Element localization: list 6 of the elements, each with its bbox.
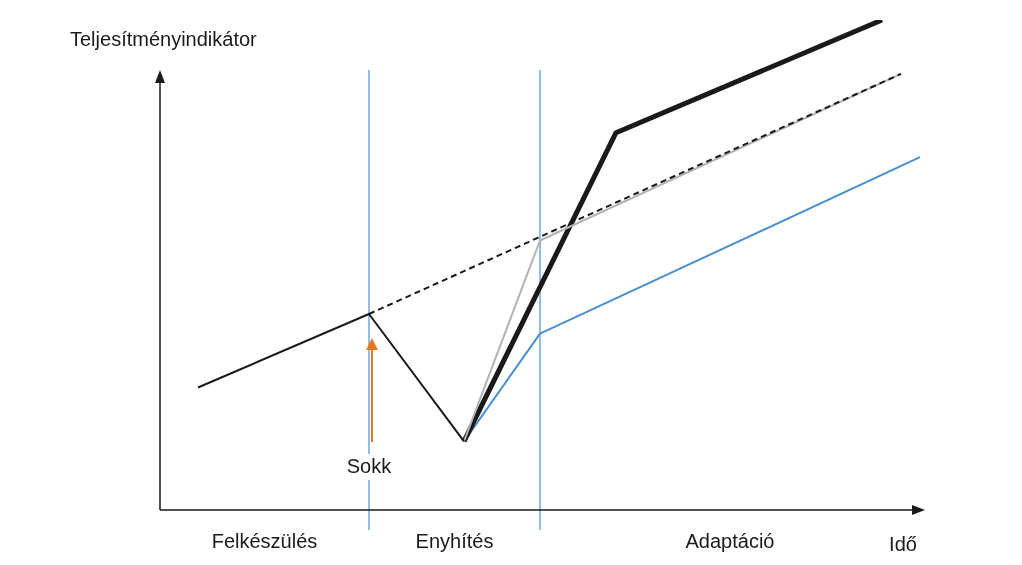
text: Felkészülés xyxy=(211,529,318,552)
y-axis-title: Teljesítményindikátor xyxy=(70,27,258,50)
text: Adaptáció xyxy=(685,529,775,552)
x-axis-title: Idő xyxy=(889,532,917,555)
text: Enyhítés xyxy=(415,529,494,552)
annotation: Sokk xyxy=(346,454,393,477)
